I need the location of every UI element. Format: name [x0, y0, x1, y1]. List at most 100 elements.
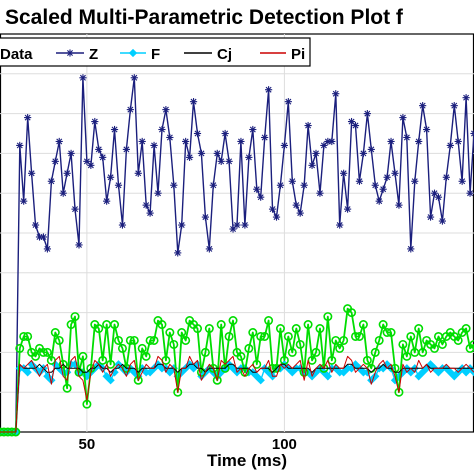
point-z — [280, 141, 288, 150]
point-z — [114, 181, 123, 189]
point-data — [145, 335, 155, 345]
point-z — [99, 153, 107, 161]
point-data — [94, 324, 104, 334]
point-data — [315, 324, 325, 334]
point-data — [165, 327, 175, 337]
point-data — [141, 351, 151, 361]
point-z — [411, 177, 419, 185]
point-data — [386, 327, 396, 337]
point-data — [15, 343, 25, 353]
legend-item-data: Data — [0, 46, 33, 63]
point-z — [375, 197, 383, 205]
point-data — [429, 343, 439, 353]
point-data — [228, 316, 238, 326]
point-data — [19, 331, 29, 341]
point-z — [462, 94, 470, 102]
point-z — [174, 249, 182, 257]
point-f — [256, 376, 265, 385]
point-z — [154, 189, 162, 197]
x-tick-label: 100 — [272, 436, 297, 453]
point-z — [158, 125, 166, 134]
point-data — [110, 320, 120, 330]
point-f — [288, 368, 297, 377]
point-data — [283, 331, 293, 341]
series-cj — [0, 363, 474, 433]
point-data — [406, 331, 416, 341]
series-group — [0, 74, 474, 437]
point-z — [328, 137, 336, 146]
point-data — [354, 331, 364, 341]
point-z — [446, 141, 454, 150]
point-data — [335, 343, 345, 353]
point-z — [458, 177, 466, 185]
point-z — [43, 245, 51, 253]
point-z — [265, 86, 273, 94]
point-z — [162, 106, 170, 114]
point-z — [253, 185, 261, 193]
point-data — [291, 324, 301, 334]
point-z — [296, 209, 304, 217]
point-z — [67, 149, 75, 157]
legend-label: Z — [89, 46, 98, 63]
point-z — [170, 181, 178, 189]
point-z — [332, 90, 340, 98]
point-z — [395, 201, 403, 209]
point-f — [339, 368, 348, 377]
point-data — [248, 327, 258, 337]
point-z — [304, 121, 312, 130]
point-z — [351, 121, 360, 130]
point-data — [177, 327, 187, 337]
point-z — [39, 233, 48, 241]
point-data — [70, 312, 80, 322]
series-line-pi — [0, 355, 474, 433]
point-data — [23, 331, 33, 341]
point-z — [276, 181, 285, 189]
legend-label: Data — [0, 46, 33, 63]
point-data — [347, 308, 357, 318]
point-data — [193, 324, 203, 334]
point-z — [450, 102, 458, 110]
point-z — [142, 201, 150, 209]
point-data — [339, 335, 349, 345]
point-data — [173, 387, 183, 397]
point-z — [103, 197, 111, 205]
point-data — [31, 351, 41, 361]
series-data — [0, 304, 474, 437]
point-z — [434, 193, 443, 201]
point-z — [308, 161, 316, 169]
point-z — [466, 189, 474, 197]
legend-item-z: Z — [56, 46, 98, 63]
x-axis-label: Time (ms) — [207, 451, 287, 470]
point-z — [16, 141, 24, 150]
point-z — [284, 98, 292, 106]
legend-box — [0, 37, 311, 67]
point-data — [362, 355, 372, 365]
point-data — [398, 339, 408, 349]
point-z — [63, 169, 71, 177]
legend-label: Cj — [217, 46, 232, 63]
point-z — [182, 137, 190, 146]
point-z — [146, 209, 154, 217]
point-data — [350, 331, 360, 341]
point-data — [125, 335, 135, 345]
point-z — [186, 153, 194, 161]
point-z — [288, 177, 296, 185]
point-f — [145, 368, 155, 377]
point-z — [312, 149, 320, 157]
point-data — [358, 320, 368, 330]
point-z — [245, 153, 253, 161]
point-z — [292, 201, 300, 209]
point-f — [165, 368, 175, 377]
point-z — [237, 137, 245, 146]
point-z — [87, 161, 95, 169]
point-z — [118, 221, 127, 229]
point-f — [252, 372, 261, 381]
point-z — [336, 221, 344, 229]
legend-item-pi: Pi — [260, 46, 305, 63]
point-z — [130, 74, 138, 82]
point-z — [209, 181, 217, 189]
point-f — [446, 368, 455, 377]
point-z — [454, 137, 462, 146]
point-data — [216, 320, 226, 330]
